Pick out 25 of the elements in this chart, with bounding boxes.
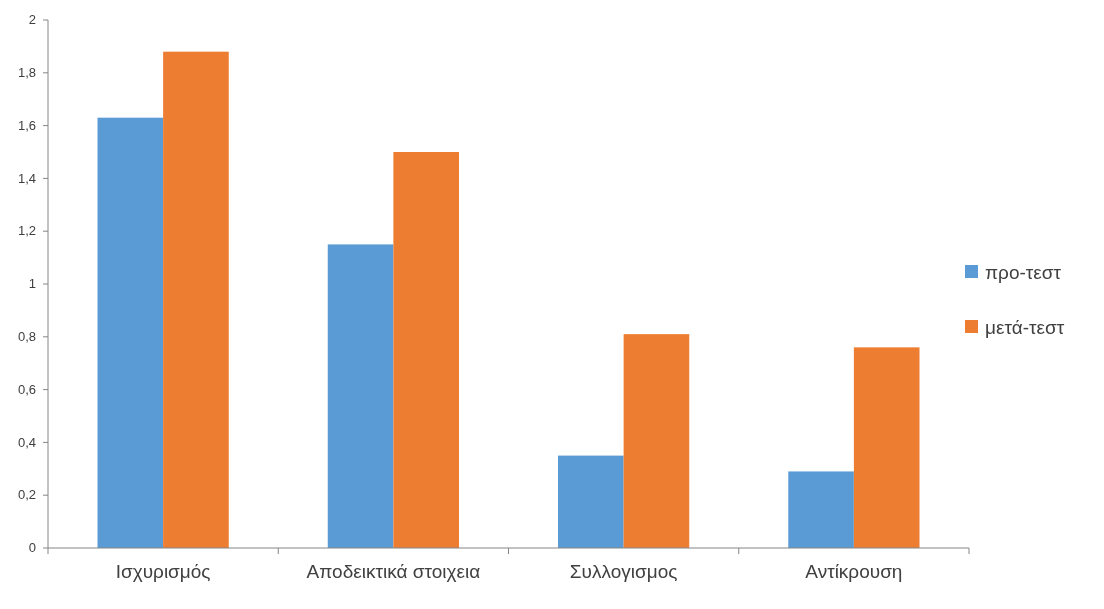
bar <box>393 152 459 548</box>
y-tick-label: 0,8 <box>17 328 36 344</box>
y-tick-label: 0,2 <box>17 487 36 503</box>
legend-label: προ-τεστ <box>985 261 1062 283</box>
x-tick-label: Αποδεικτικά στοιχεια <box>306 561 481 582</box>
x-tick-label: Συλλογισμος <box>569 561 678 582</box>
y-tick-label: 1,2 <box>17 223 36 239</box>
y-tick-label: 0 <box>28 540 36 556</box>
y-tick-label: 1,8 <box>17 64 36 80</box>
y-tick-label: 2 <box>28 12 36 28</box>
x-tick-label: Αντίκρουση <box>805 561 903 582</box>
bar <box>853 347 920 548</box>
y-tick-label: 0,4 <box>17 434 36 450</box>
y-tick-label: 1 <box>28 276 36 292</box>
legend-label: μετά-τεστ <box>985 316 1065 338</box>
bar <box>788 471 854 548</box>
y-tick-label: 1,6 <box>17 117 36 133</box>
bar <box>97 117 164 548</box>
bar <box>163 51 229 548</box>
bar <box>327 244 394 548</box>
bar <box>623 334 690 548</box>
bar <box>558 455 624 548</box>
x-tick-label: Ισχυρισμός <box>115 561 211 582</box>
y-tick-label: 1,4 <box>17 170 36 186</box>
y-tick-label: 0,6 <box>17 381 36 397</box>
